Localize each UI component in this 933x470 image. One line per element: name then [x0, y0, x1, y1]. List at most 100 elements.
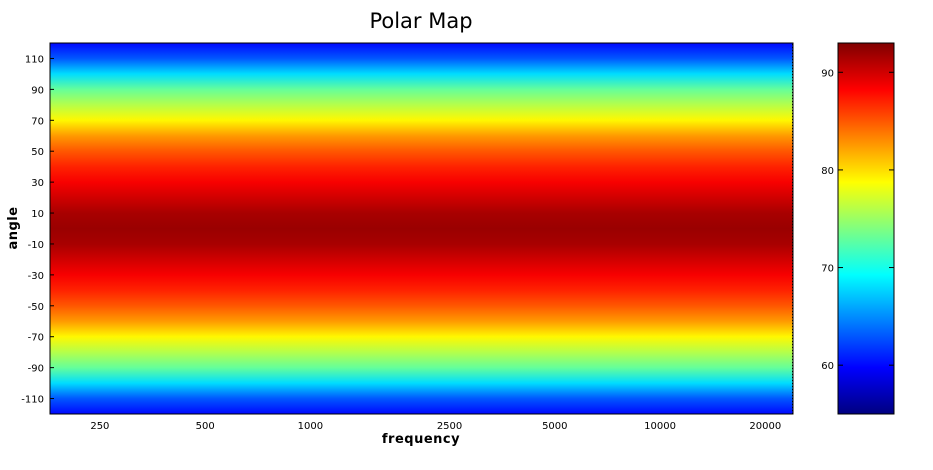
plot-edge-dot: [792, 239, 793, 240]
plot-edge-dot: [792, 383, 793, 384]
plot-edge-dot: [792, 341, 793, 342]
plot-edge-dot: [792, 56, 793, 57]
heatmap-plot-area: [49, 42, 794, 415]
plot-edge-dot: [792, 152, 793, 153]
plot-edge-dot: [792, 182, 793, 183]
plot-edge-dot: [792, 278, 793, 279]
plot-edge-dot: [792, 404, 793, 405]
y-tick-label: 30: [31, 178, 44, 189]
y-axis-ticks: 110 90 70 50 30 10 -10 -30 -50 -70 -90 -110: [21, 54, 54, 406]
plot-edge-dot: [792, 335, 793, 336]
x-tick-label: 1000: [298, 421, 323, 432]
plot-edge-dot: [792, 206, 793, 207]
y-tick-label: 50: [31, 147, 44, 158]
x-axis-label: frequency: [382, 432, 460, 447]
plot-edge-dot: [792, 50, 793, 51]
plot-edge-dot: [792, 233, 793, 234]
x-tick-label: 20000: [749, 421, 781, 432]
plot-edge-dot: [792, 305, 793, 306]
plot-edge-dot: [792, 338, 793, 339]
chart-title: Polar Map: [369, 9, 472, 33]
plot-edge-dot: [792, 230, 793, 231]
plot-edge-dot: [792, 269, 793, 270]
plot-edge-dot: [792, 146, 793, 147]
plot-edge-dot: [792, 161, 793, 162]
plot-edge-dot: [792, 221, 793, 222]
plot-edge-dot: [792, 113, 793, 114]
plot-edge-dot: [792, 314, 793, 315]
plot-edge-dot: [792, 359, 793, 360]
plot-edge-dot: [792, 101, 793, 102]
plot-edge-dot: [792, 224, 793, 225]
plot-edge-dot: [792, 185, 793, 186]
plot-edge-dot: [792, 260, 793, 261]
plot-edge-dot: [792, 275, 793, 276]
colorbar-tick-label: 60: [821, 361, 834, 372]
x-tick-label: 250: [90, 421, 109, 432]
y-tick-label: -110: [21, 395, 44, 406]
colorbar-frame: [837, 42, 895, 415]
plot-edge-dot: [792, 89, 793, 90]
plot-edge-dot: [792, 194, 793, 195]
plot-edge-dot: [792, 380, 793, 381]
plot-edge-dot: [792, 329, 793, 330]
plot-edge-dot: [792, 143, 793, 144]
plot-edge-dot: [792, 320, 793, 321]
plot-edge-dot: [792, 311, 793, 312]
plot-edge-dot: [792, 137, 793, 138]
colorbar-tick-label: 90: [821, 68, 834, 79]
heatmap-field: [50, 43, 793, 414]
plot-edge-dot: [792, 131, 793, 132]
plot-edge-dot: [792, 266, 793, 267]
plot-edge-dot: [792, 413, 793, 414]
plot-edge-dot: [792, 95, 793, 96]
plot-edge-dot: [792, 377, 793, 378]
plot-edge-dot: [792, 344, 793, 345]
y-tick-label: -30: [28, 271, 44, 282]
plot-edge-dot: [792, 299, 793, 300]
plot-edge-dot: [792, 323, 793, 324]
plot-edge-dot: [792, 71, 793, 72]
plot-edge-dot: [792, 242, 793, 243]
plot-edge-dot: [792, 74, 793, 75]
y-tick-label: 70: [31, 116, 44, 127]
plot-edge-dot: [792, 347, 793, 348]
plot-edge-dot: [792, 53, 793, 54]
plot-edge-dot: [792, 209, 793, 210]
x-axis-ticks: 250 500 1000 2500 5000 10000 20000: [90, 421, 781, 432]
x-tick-label: 500: [196, 421, 215, 432]
plot-edge-dot: [792, 116, 793, 117]
plot-edge-dot: [792, 149, 793, 150]
colorbar-tick-label: 70: [821, 264, 834, 275]
plot-edge-dot: [792, 374, 793, 375]
y-tick-label: -10: [28, 240, 44, 251]
x-tick-label: 10000: [644, 421, 676, 432]
plot-edge-dot: [792, 44, 793, 45]
plot-edge-dot: [792, 254, 793, 255]
plot-edge-dot: [792, 356, 793, 357]
plot-edge-dot: [792, 317, 793, 318]
plot-edge-dot: [792, 83, 793, 84]
plot-edge-dot: [792, 203, 793, 204]
plot-edge-dot: [792, 179, 793, 180]
plot-edge-dot: [792, 236, 793, 237]
plot-edge-dot: [792, 98, 793, 99]
plot-frame: [49, 42, 794, 415]
plot-edge-dot: [792, 77, 793, 78]
plot-edge-dot: [792, 164, 793, 165]
plot-edge-dot: [792, 398, 793, 399]
plot-edge-dot: [792, 68, 793, 69]
plot-edge-dot: [792, 302, 793, 303]
colorbar: [837, 42, 895, 415]
plot-edge-dot: [792, 332, 793, 333]
plot-edge-dot: [792, 293, 793, 294]
plot-edge-dot: [792, 395, 793, 396]
plot-edge-dot: [792, 287, 793, 288]
plot-edge-dot: [792, 110, 793, 111]
plot-edge-dot: [792, 134, 793, 135]
plot-edge-dot: [792, 290, 793, 291]
plot-edge-dot: [792, 392, 793, 393]
colorbar-ticks: 60 70 80 90: [821, 68, 894, 372]
plot-edge-dot: [792, 188, 793, 189]
